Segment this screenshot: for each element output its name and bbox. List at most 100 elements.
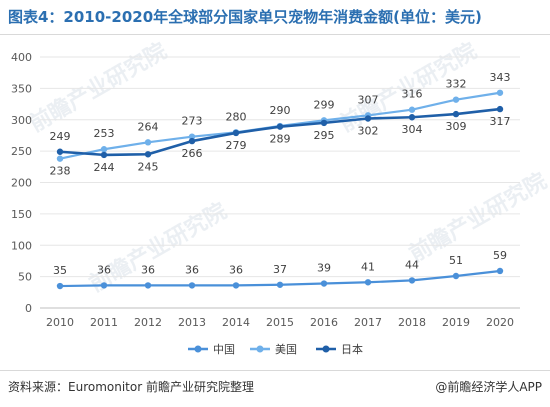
data-label: 37 [273,263,287,276]
data-label: 299 [314,98,335,111]
data-point [100,282,108,289]
x-axis-ticks: 2010 2011 2012 2013 2014 2015 2016 2017 2018 2019… [46,316,514,329]
y-tick-label: 250 [11,145,32,158]
data-label: 41 [361,260,375,273]
data-point [408,114,416,121]
data-point [188,133,196,140]
data-point [232,129,240,137]
x-tick-label: 2018 [398,316,426,329]
y-tick-label: 400 [11,51,32,64]
data-label: 307 [358,93,379,106]
data-label: 266 [182,147,203,160]
grid-lines [40,56,520,309]
x-tick-label: 2015 [266,316,294,329]
legend-swatch-marker [322,345,330,353]
x-tick-label: 2011 [90,316,118,329]
data-point [232,282,240,289]
data-labels: 35 36 36 36 36 37 39 41 44 51 59 238 253 264 273 280 290… [50,71,511,277]
data-label: 244 [94,161,115,174]
data-point [56,155,64,162]
data-label: 309 [446,120,467,133]
data-label: 36 [229,263,243,276]
data-point [320,119,328,127]
data-label: 59 [493,249,507,262]
data-point [408,106,416,113]
y-tick-label: 100 [11,239,32,252]
legend-label: 美国 [275,343,297,356]
data-label: 39 [317,262,331,275]
data-point [276,281,284,288]
data-point [144,151,152,158]
data-point [452,272,460,280]
title-divider [0,34,550,35]
y-axis-ticks: 0 50 100 150 200 250 300 350 400 [11,51,32,315]
y-tick-label: 200 [11,177,32,190]
data-point [56,282,64,290]
data-label: 36 [97,263,111,276]
data-label: 317 [490,115,511,128]
data-label: 302 [358,124,379,137]
data-label: 295 [314,129,335,142]
data-point [100,151,108,159]
legend: 中国 美国 日本 [188,342,363,356]
data-point [496,267,504,275]
data-label: 280 [226,110,247,123]
x-tick-label: 2012 [134,316,162,329]
data-label: 273 [182,115,203,128]
brand-credit: @前瞻经济学人APP [435,380,542,394]
footer-divider [0,370,550,371]
y-tick-label: 0 [25,302,32,315]
data-label: 289 [270,133,291,146]
y-tick-label: 150 [11,208,32,221]
data-point [496,105,504,113]
data-label: 44 [405,258,419,271]
data-label: 264 [138,120,159,133]
data-point [364,115,372,122]
data-label: 332 [446,78,467,91]
data-point [408,277,416,284]
legend-swatch-marker [256,345,264,353]
data-label: 35 [53,264,67,277]
data-point [276,123,284,130]
data-point [100,146,108,153]
data-label: 343 [490,71,511,84]
data-label: 238 [50,165,71,178]
legend-label: 中国 [213,343,235,356]
data-point [144,282,152,289]
data-point [452,110,460,118]
data-point [320,280,328,287]
series-lines [56,89,504,290]
y-tick-label: 350 [11,82,32,95]
page-title: 图表4：2010-2020年全球部分国家单只宠物年消费金额(单位：美元) [8,8,482,26]
data-point [452,96,460,103]
data-label: 290 [270,104,291,117]
source-note: 资料来源：Euromonitor 前瞻产业研究院整理 [8,380,254,394]
data-label: 279 [226,139,247,152]
y-tick-label: 50 [18,271,32,284]
data-label: 245 [138,160,159,173]
data-label: 316 [402,88,423,101]
data-point [496,89,504,96]
data-point [144,139,152,146]
data-point [188,282,196,289]
x-tick-label: 2014 [222,316,250,329]
data-point [188,137,196,145]
data-label: 36 [185,263,199,276]
x-tick-label: 2013 [178,316,206,329]
x-tick-label: 2016 [310,316,338,329]
legend-label: 日本 [341,342,363,356]
data-label: 253 [94,127,115,140]
x-tick-label: 2020 [486,316,514,329]
data-point [56,148,64,155]
x-tick-label: 2010 [46,316,74,329]
x-tick-label: 2017 [354,316,382,329]
y-tick-label: 300 [11,114,32,127]
data-label: 51 [449,254,463,267]
data-label: 36 [141,263,155,276]
x-tick-label: 2019 [442,316,470,329]
legend-swatch-marker [194,345,202,353]
data-label: 304 [402,123,423,136]
data-point [364,279,372,286]
data-label: 249 [50,130,71,143]
